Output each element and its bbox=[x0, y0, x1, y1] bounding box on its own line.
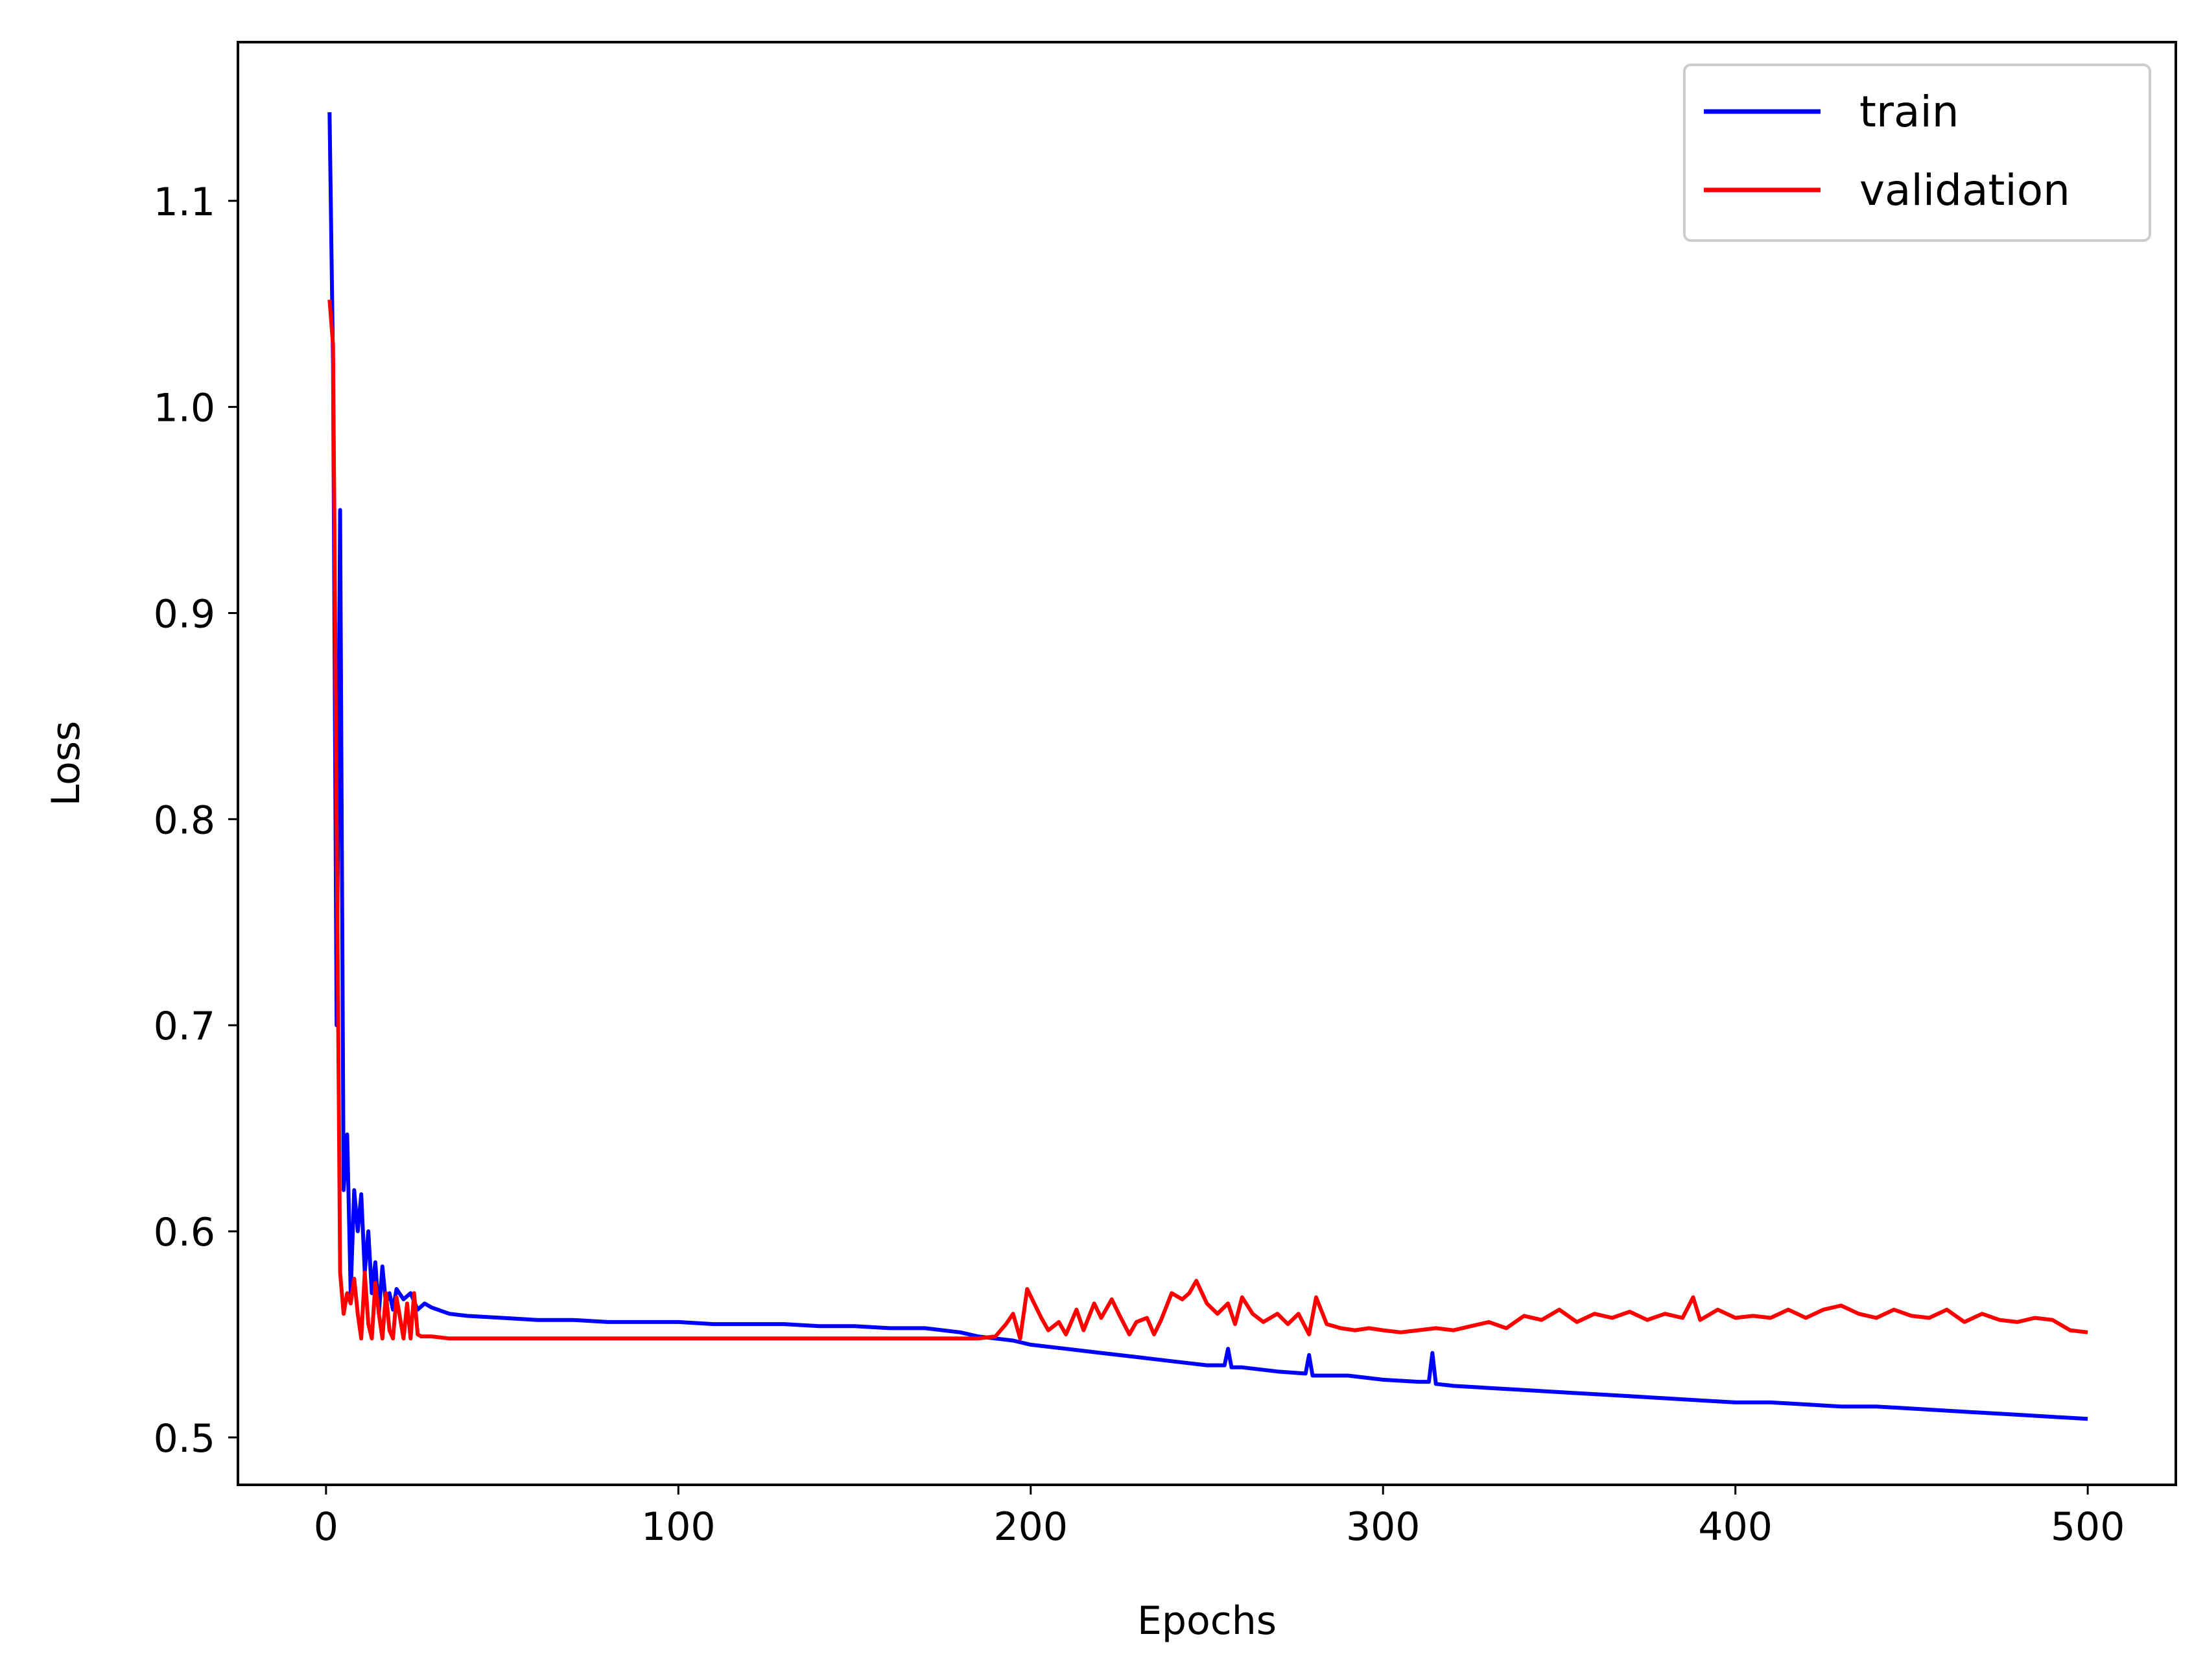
series-line-validation bbox=[327, 300, 2088, 1341]
y-tick-label: 0.5 bbox=[154, 1416, 215, 1461]
x-tick-label: 500 bbox=[2051, 1504, 2125, 1550]
y-tick-label: 0.9 bbox=[154, 591, 215, 637]
ticks-layer: 0 100 200 300 400 500 0.5 0.6 0.7 0.8 0.9 1.0 1.1 bbox=[154, 180, 2125, 1550]
x-tick-label: 200 bbox=[994, 1504, 1068, 1550]
x-tick-label: 100 bbox=[641, 1504, 716, 1550]
legend-label-validation: validation bbox=[1859, 165, 2070, 215]
y-tick-label: 0.8 bbox=[154, 798, 215, 843]
y-tick-label: 0.7 bbox=[154, 1004, 215, 1049]
y-tick-label: 0.6 bbox=[154, 1210, 215, 1255]
x-tick-label: 400 bbox=[1698, 1504, 1773, 1550]
x-axis-label: Epochs bbox=[1137, 1598, 1277, 1644]
legend-label-train: train bbox=[1859, 87, 1959, 137]
y-tick-label: 1.0 bbox=[154, 386, 215, 431]
x-tick-label: 0 bbox=[314, 1504, 338, 1550]
legend-box bbox=[1683, 64, 2151, 242]
x-tick-label: 300 bbox=[1346, 1504, 1421, 1550]
y-axis-label: Loss bbox=[43, 721, 89, 807]
axes-frame bbox=[237, 41, 2177, 1486]
series-layer bbox=[327, 112, 2088, 1421]
legend: train validation bbox=[1683, 64, 2151, 242]
y-tick-label: 1.1 bbox=[154, 180, 215, 225]
